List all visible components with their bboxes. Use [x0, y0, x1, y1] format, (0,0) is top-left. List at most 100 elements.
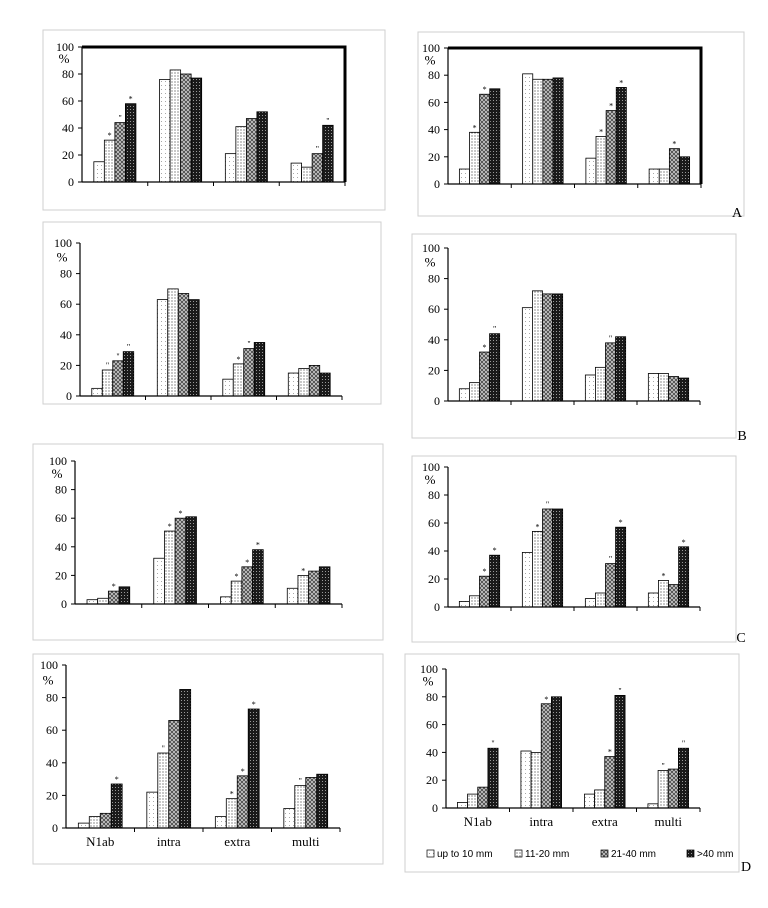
bar-N1ab-up-to-10-mm	[458, 168, 470, 185]
bar-N1ab-21-40-mm	[112, 360, 124, 397]
significance-mark: *	[115, 775, 119, 784]
bar-N1ab-up-to-10-mm	[91, 387, 103, 397]
panel-frame	[417, 31, 745, 217]
bar-N1ab-21-40-mm	[479, 93, 491, 185]
bar-extra-11-20-mm	[225, 798, 238, 829]
bar-N1ab-21-40-mm	[479, 351, 490, 402]
legend-swatch	[426, 849, 435, 858]
significance-mark: "	[162, 744, 165, 753]
chart-panel-B-right: 0 20 40 60 80 100% * " "	[411, 233, 737, 439]
significance-mark: "	[546, 500, 549, 509]
significance-mark: *	[252, 700, 256, 709]
chart-panel-A-right: 0 20 40 60 80 100% * * * * * *	[417, 31, 745, 217]
panels-layer: 0 20 40 60 80 100% * " * " " 0 20 40 60 80 100% * * * * * * 0 20…	[32, 29, 745, 873]
bar-extra-up-to-10-mm	[584, 598, 596, 608]
bar-intra-up-to-10-mm	[521, 307, 533, 402]
significance-mark: *	[661, 571, 665, 580]
y-tick-label: 40	[428, 544, 440, 558]
bar-N1ab--40-mm	[110, 783, 123, 829]
significance-mark: "	[316, 145, 319, 154]
bar-N1ab-up-to-10-mm	[86, 599, 99, 605]
bar-extra-11-20-mm	[595, 366, 606, 402]
bar-multi-11-20-mm	[658, 373, 669, 402]
bar-extra--40-mm	[615, 526, 627, 608]
y-tick-label: 80	[428, 68, 440, 82]
bar-intra-up-to-10-mm	[156, 299, 169, 397]
panel-letters: A B C D	[732, 206, 751, 875]
bar-intra-21-40-mm	[174, 517, 187, 605]
y-tick-label: 20	[55, 568, 67, 582]
bar-extra-up-to-10-mm	[222, 378, 234, 397]
y-axis-label: %	[43, 673, 54, 688]
significance-mark: "	[299, 777, 302, 786]
legend-entry: 21-40 mm	[611, 849, 656, 860]
bar-N1ab-21-40-mm	[114, 122, 126, 183]
bar-intra--40-mm	[188, 299, 200, 397]
y-tick-label: 20	[46, 788, 58, 802]
bar-multi--40-mm	[678, 377, 690, 402]
significance-mark: "	[662, 761, 665, 770]
bar-extra-11-20-mm	[235, 126, 247, 183]
bar-N1ab-11-20-mm	[103, 139, 116, 183]
bar-extra--40-mm	[614, 695, 626, 809]
x-tick-label: intra	[529, 814, 553, 829]
x-tick-label: extra	[224, 834, 250, 849]
bar-extra-21-40-mm	[605, 563, 616, 608]
significance-mark: *	[178, 509, 182, 518]
significance-mark: "	[491, 739, 494, 748]
y-tick-label: 60	[428, 302, 440, 316]
y-tick-label: 100	[56, 40, 74, 54]
bar-N1ab-up-to-10-mm	[93, 161, 105, 183]
y-axis-label: %	[425, 52, 436, 67]
bar-multi-11-20-mm	[301, 166, 313, 183]
bar-multi-21-40-mm	[308, 570, 320, 605]
y-tick-label: 100	[40, 658, 58, 672]
significance-mark: *	[483, 343, 487, 352]
y-tick-label: 0	[432, 801, 438, 815]
panel-letter-C: C	[736, 631, 745, 646]
y-tick-label: 0	[61, 597, 67, 611]
y-tick-label: 100	[49, 454, 67, 468]
y-tick-label: 80	[60, 267, 72, 281]
bar-multi--40-mm	[678, 546, 690, 608]
panel-letter-D: D	[741, 860, 751, 875]
bar-extra-21-40-mm	[243, 348, 255, 397]
bar-multi-21-40-mm	[668, 584, 679, 608]
bar-multi-11-20-mm	[657, 770, 669, 809]
bar-N1ab-21-40-mm	[477, 786, 489, 809]
bar-extra--40-mm	[256, 111, 268, 183]
bar-multi-up-to-10-mm	[647, 373, 659, 402]
significance-mark: "	[609, 555, 612, 564]
significance-mark: *	[682, 538, 686, 547]
y-tick-label: 0	[66, 389, 72, 403]
significance-mark: *	[473, 123, 477, 132]
bar-multi-up-to-10-mm	[283, 808, 296, 829]
bar-multi-21-40-mm	[667, 768, 679, 809]
y-axis-label: %	[59, 51, 70, 66]
significance-mark: *	[256, 541, 260, 550]
bar-extra-11-20-mm	[232, 363, 245, 397]
y-axis-label: %	[425, 254, 436, 269]
bar-multi--40-mm	[679, 156, 691, 185]
y-tick-label: 80	[62, 67, 74, 81]
bar-multi--40-mm	[318, 566, 331, 605]
panel-frame	[32, 443, 384, 641]
y-tick-label: 60	[60, 297, 72, 311]
y-tick-label: 80	[46, 691, 58, 705]
significance-mark: "	[493, 325, 496, 334]
y-tick-label: 40	[60, 328, 72, 342]
bar-extra--40-mm	[253, 342, 266, 397]
bar-N1ab--40-mm	[118, 586, 131, 605]
bar-N1ab-11-20-mm	[469, 131, 481, 185]
y-tick-label: 100	[422, 460, 440, 474]
bar-multi-21-40-mm	[668, 148, 680, 185]
significance-mark: *	[608, 748, 612, 757]
plot-border	[82, 45, 347, 182]
significance-mark: "	[682, 739, 685, 748]
bar-extra-21-40-mm	[604, 756, 616, 809]
bar-intra--40-mm	[185, 516, 197, 605]
significance-mark: *	[112, 582, 116, 591]
bar-intra-21-40-mm	[168, 720, 181, 829]
bar-N1ab-21-40-mm	[99, 812, 112, 829]
bar-intra-21-40-mm	[542, 508, 553, 608]
